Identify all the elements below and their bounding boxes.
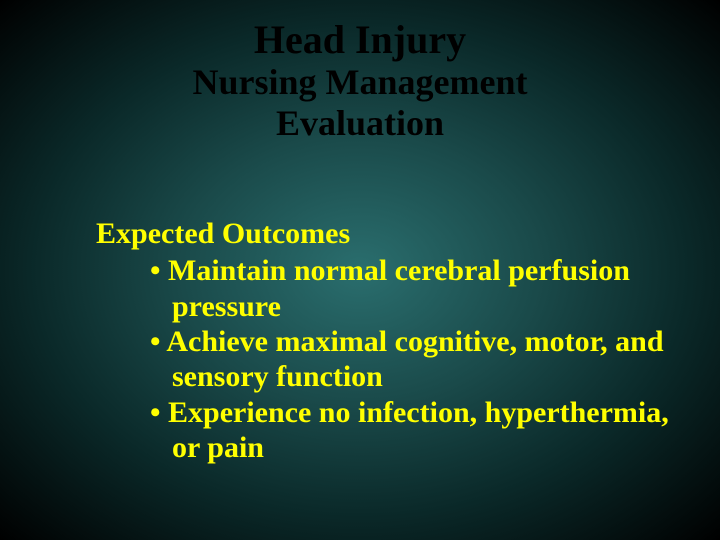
bullet-item: • Maintain normal cerebral perfusion pre… xyxy=(150,253,670,324)
section-heading: Expected Outcomes xyxy=(96,217,720,252)
title-line-3: Evaluation xyxy=(0,103,720,144)
bullet-list: • Maintain normal cerebral perfusion pre… xyxy=(150,253,670,465)
title-line-1: Head Injury xyxy=(0,18,720,62)
bullet-item: • Experience no infection, hyperthermia,… xyxy=(150,395,670,466)
slide-container: Head Injury Nursing Management Evaluatio… xyxy=(0,0,720,540)
bullet-item: • Achieve maximal cognitive, motor, and … xyxy=(150,324,670,395)
title-line-2: Nursing Management xyxy=(0,62,720,103)
